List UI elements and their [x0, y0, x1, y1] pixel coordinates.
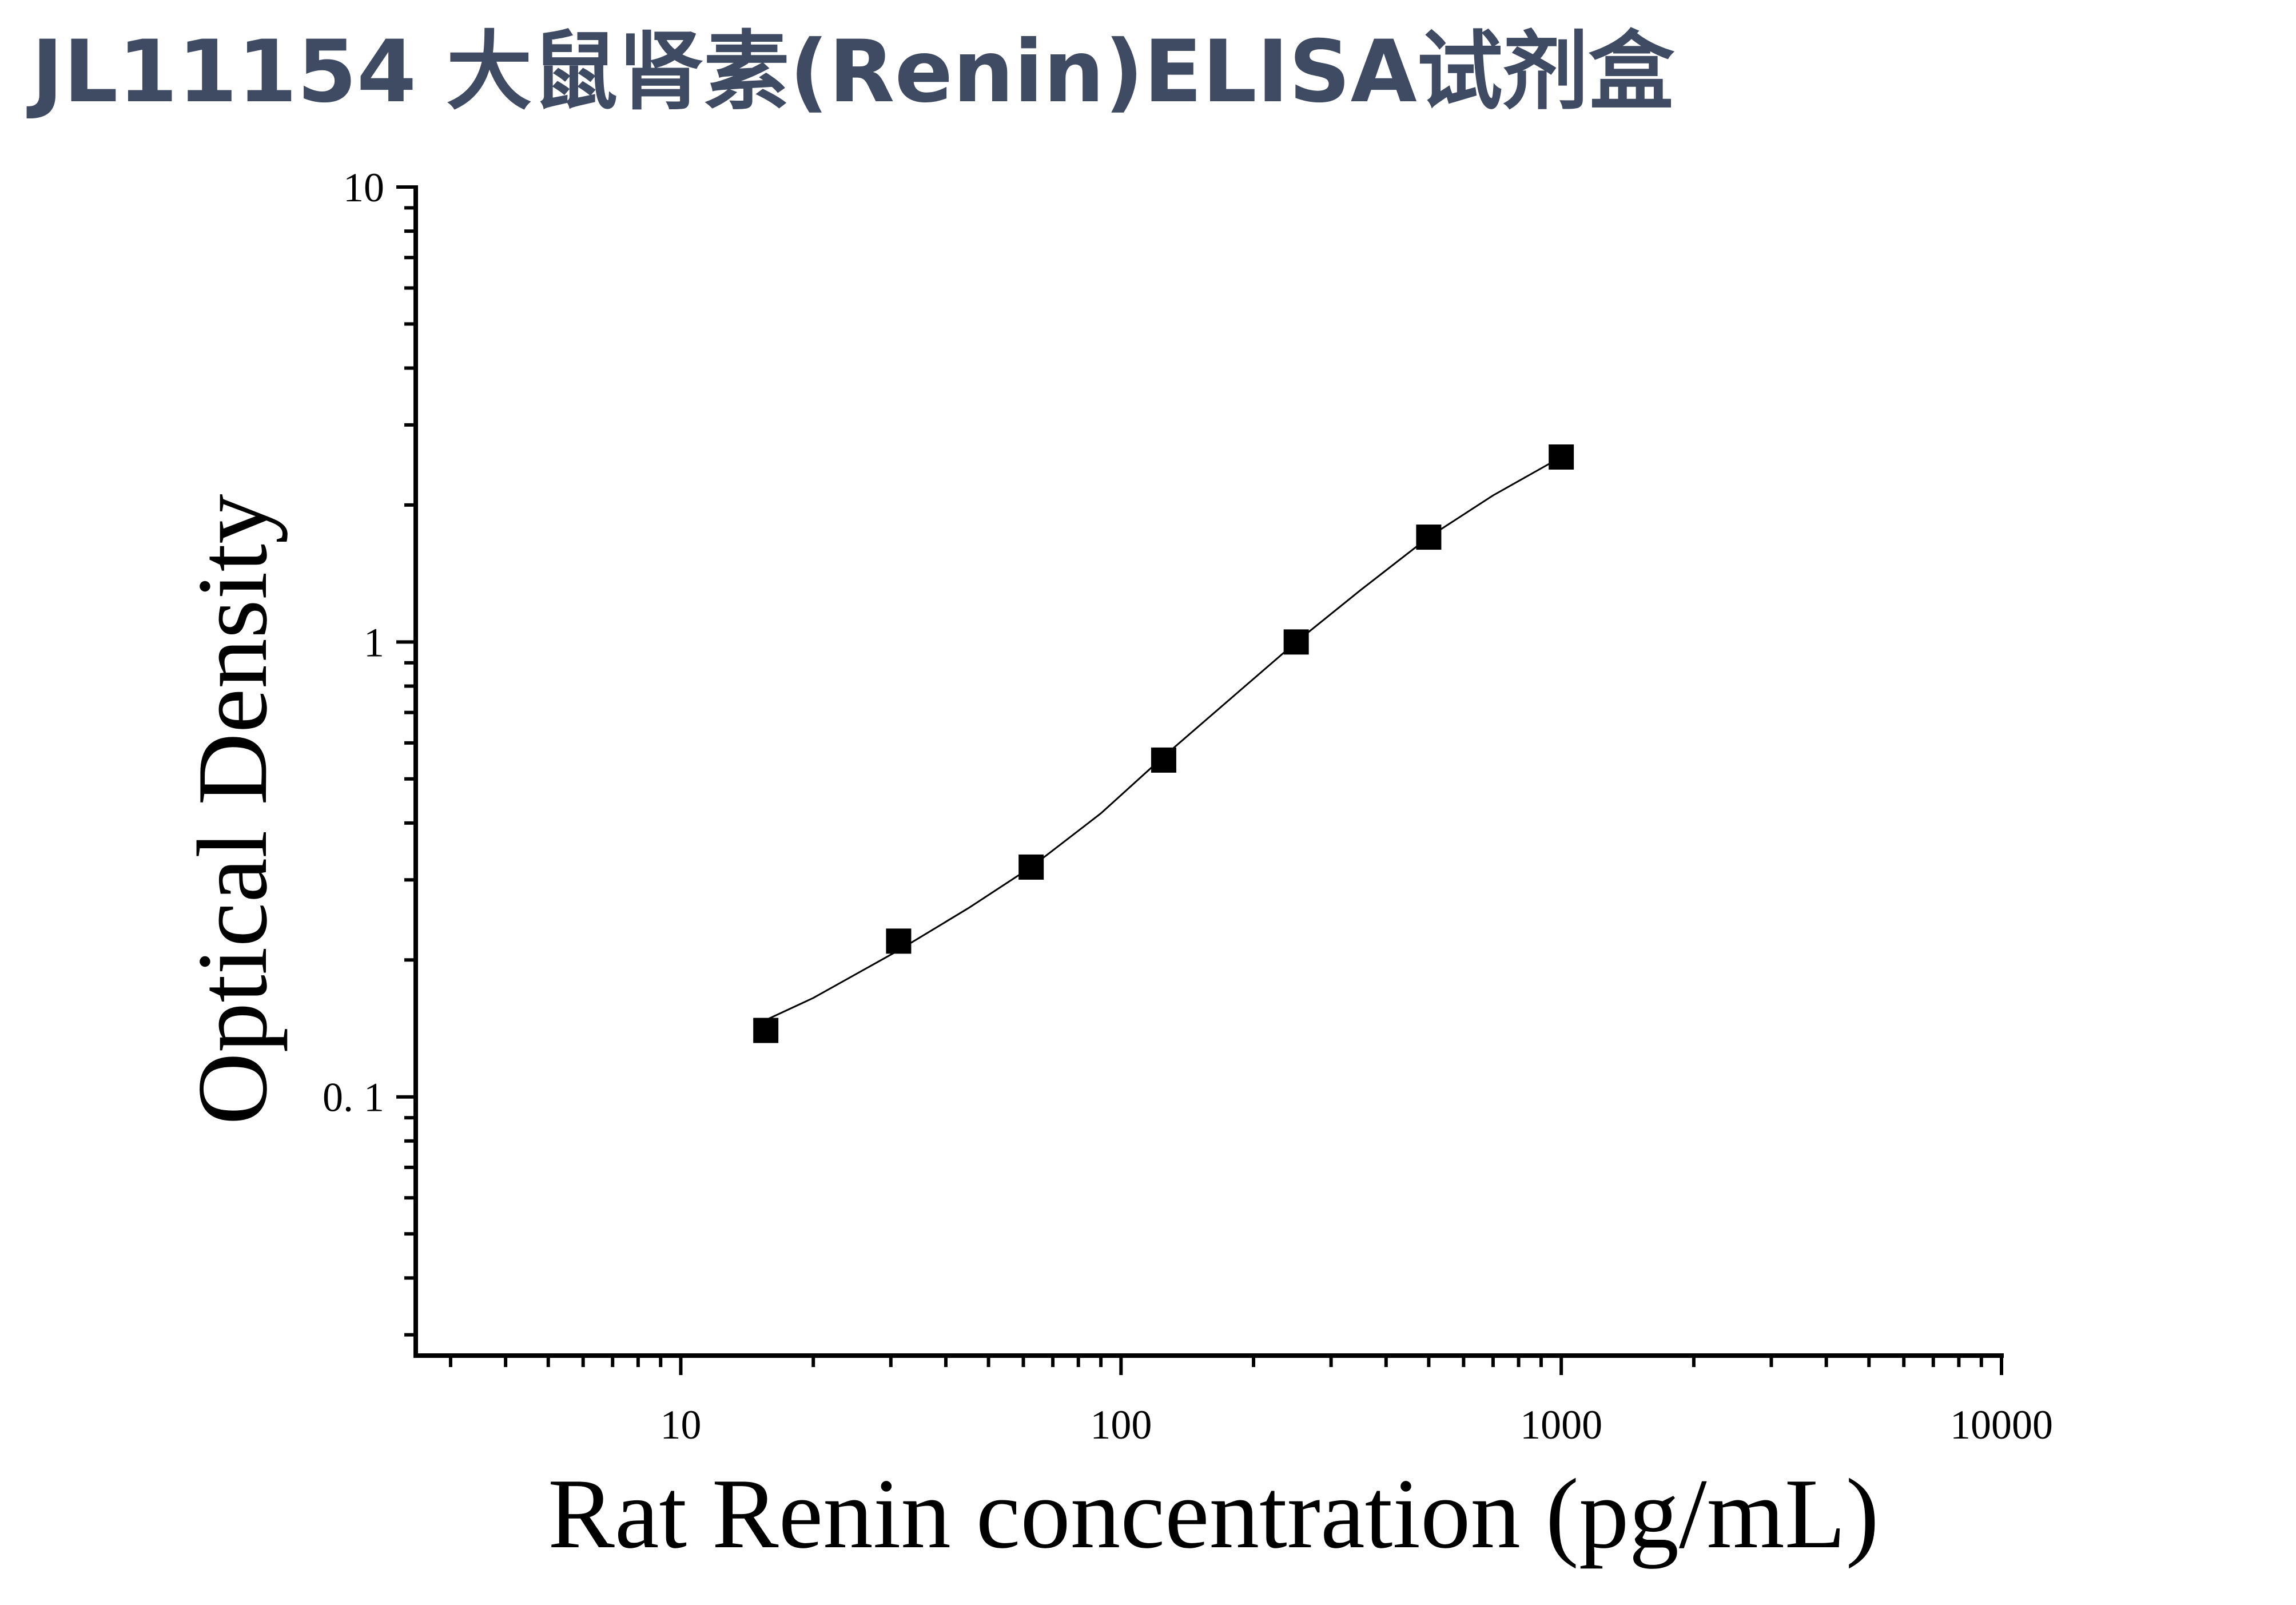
data-point	[1018, 854, 1044, 880]
data-points	[753, 444, 1574, 1043]
y-tick-label: 1	[364, 619, 384, 665]
x-tick-label: 1000	[1520, 1402, 1602, 1448]
axes	[413, 185, 2004, 1358]
x-axis-title: Rat Renin concentration (pg/mL)	[548, 1458, 1879, 1569]
data-point	[1283, 629, 1309, 655]
data-point	[886, 928, 912, 954]
x-tick-label: 10000	[1950, 1402, 2053, 1448]
ticks: 10 100 1000 10000 0. 1 1 10	[323, 165, 2053, 1448]
y-axis-title: Optical Density	[177, 494, 288, 1125]
x-tick-label: 100	[1090, 1402, 1152, 1448]
data-point	[1151, 747, 1176, 773]
y-tick-label: 0. 1	[323, 1075, 384, 1121]
y-tick-label: 10	[343, 165, 384, 210]
data-point	[1549, 444, 1574, 470]
data-point	[1416, 525, 1442, 550]
chart-title: JL11154 大鼠肾素(Renin)ELISA试剂盒	[31, 22, 1674, 122]
x-tick-label: 10	[660, 1402, 701, 1448]
data-point	[753, 1018, 779, 1043]
